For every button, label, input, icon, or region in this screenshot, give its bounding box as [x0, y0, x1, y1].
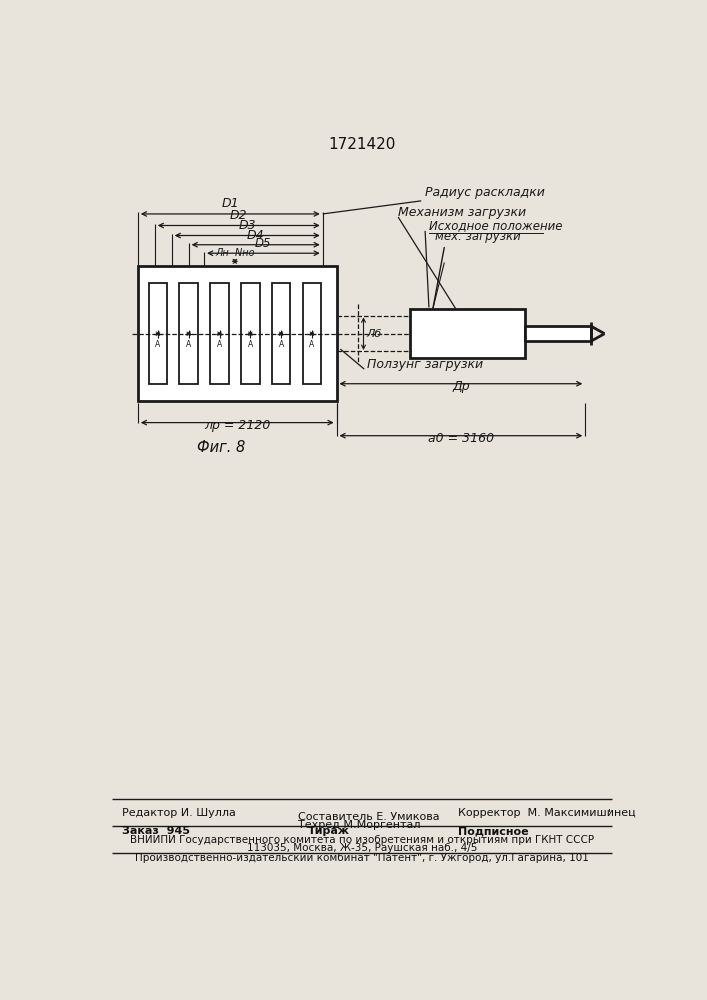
Text: A: A [279, 340, 284, 349]
Bar [409, 309, 525, 358]
Text: A: A [247, 340, 253, 349]
Text: Техред М.Моргентал: Техред М.Моргентал [298, 820, 421, 830]
Bar [138, 266, 337, 401]
Bar [210, 283, 229, 384]
Text: Механизм загрузки: Механизм загрузки [398, 206, 526, 219]
Text: Корректор  М. Максимишинец: Корректор М. Максимишинец [458, 808, 636, 818]
Text: Лн  Nно: Лн Nно [215, 248, 255, 258]
Bar [272, 283, 291, 384]
Text: Составитель Е. Умикова: Составитель Е. Умикова [298, 812, 440, 822]
Bar [525, 326, 590, 341]
Text: Ползунг загрузки: Ползунг загрузки [368, 358, 484, 371]
Text: A: A [156, 340, 160, 349]
Bar [148, 283, 167, 384]
Text: Производственно-издательский комбинат "Патент", г. Ужгород, ул.Гагарина, 101: Производственно-издательский комбинат "П… [135, 853, 589, 863]
Text: A: A [309, 340, 315, 349]
Text: A: A [217, 340, 222, 349]
Text: 113035, Москва, Ж-35, Раушская наб., 4/5: 113035, Москва, Ж-35, Раушская наб., 4/5 [247, 843, 477, 853]
Text: Редактор И. Шулла: Редактор И. Шулла [122, 808, 236, 818]
Text: Лб: Лб [366, 329, 382, 339]
Text: ВНИИПИ Государственного комитета по изобретениям и открытиям при ГКНТ СССР: ВНИИПИ Государственного комитета по изоб… [130, 835, 594, 845]
Text: Тираж: Тираж [308, 826, 350, 836]
Bar [303, 283, 321, 384]
Text: D1: D1 [221, 197, 239, 210]
Text: D3: D3 [238, 219, 256, 232]
Text: D5: D5 [255, 237, 271, 250]
Text: мех. загрузки: мех. загрузки [435, 230, 521, 243]
Text: D4: D4 [247, 229, 264, 242]
Text: Фиг. 8: Фиг. 8 [197, 440, 245, 455]
Text: Др: Др [452, 380, 469, 393]
Text: D2: D2 [230, 209, 247, 222]
Bar [180, 283, 198, 384]
Text: Подписное: Подписное [458, 826, 529, 836]
Text: A: A [186, 340, 192, 349]
Text: лр = 2120: лр = 2120 [204, 419, 270, 432]
Text: Заказ  945: Заказ 945 [122, 826, 190, 836]
Text: Исходное положение: Исходное положение [429, 219, 563, 232]
Bar [241, 283, 259, 384]
Text: ': ' [607, 808, 611, 818]
Text: 1721420: 1721420 [328, 137, 396, 152]
Text: a0 = 3160: a0 = 3160 [428, 432, 494, 445]
Text: Радиус раскладки: Радиус раскладки [425, 186, 545, 199]
